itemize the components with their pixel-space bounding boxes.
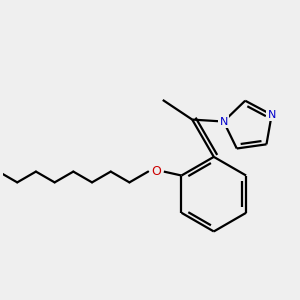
Text: N: N bbox=[268, 110, 276, 120]
Text: N: N bbox=[219, 116, 228, 127]
Text: O: O bbox=[151, 165, 161, 178]
